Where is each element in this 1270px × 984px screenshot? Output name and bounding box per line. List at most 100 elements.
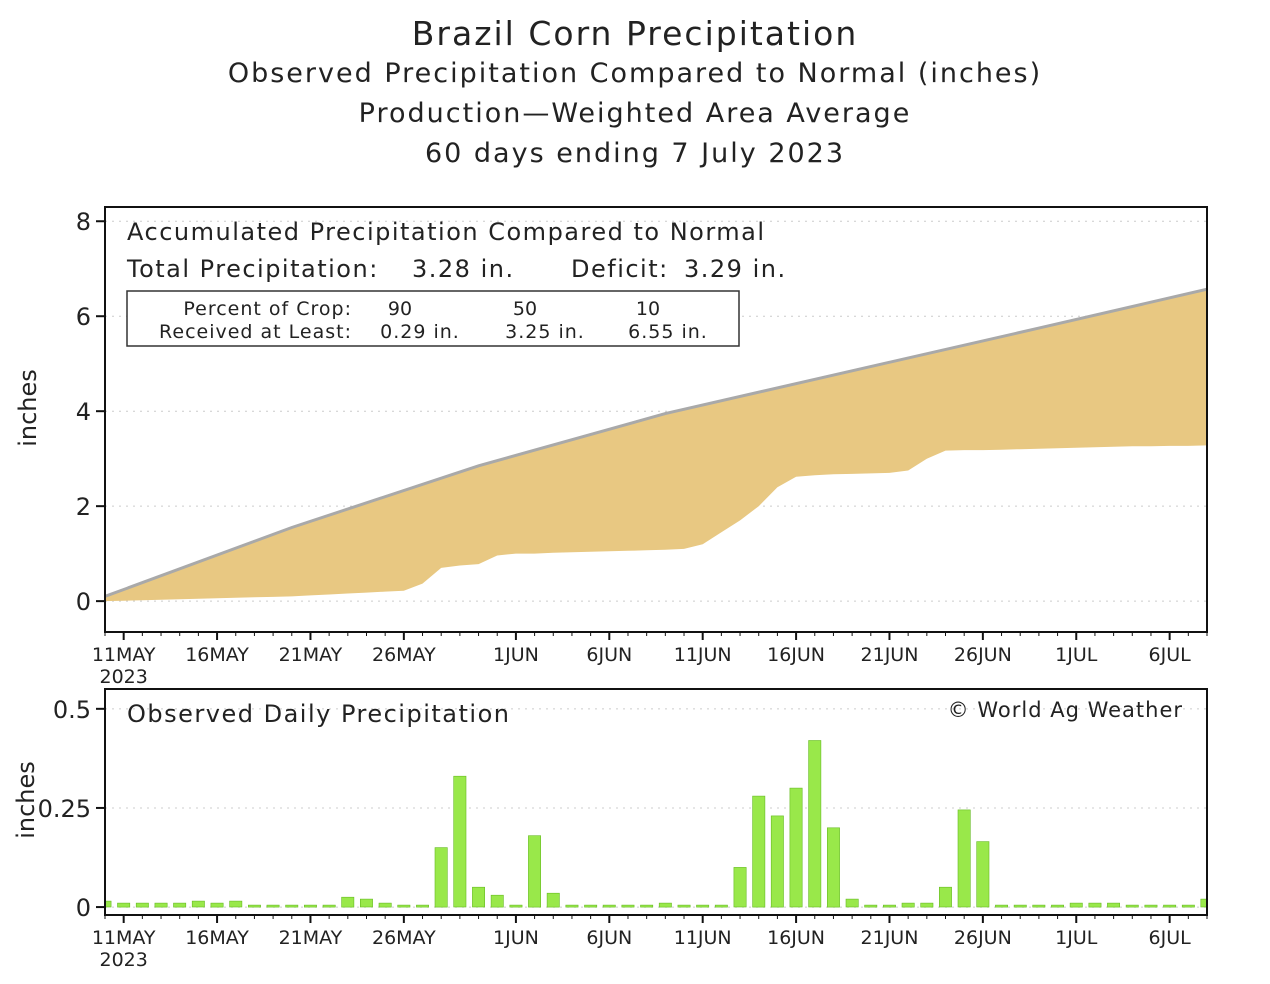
- crop-percent-10: 10: [636, 298, 660, 320]
- top-x-axis: 11MAY 16MAY 21MAY 26MAY 1JUN 6JUN 11JUN 16JUN 21…: [92, 632, 1208, 688]
- daily-bar: [1107, 902, 1121, 908]
- daily-bar: [248, 904, 261, 908]
- daily-bar: [826, 827, 840, 908]
- top-y-axis-label: inches: [14, 369, 42, 447]
- daily-bar: [621, 904, 635, 908]
- daily-bar: [1051, 904, 1065, 908]
- daily-bar: [266, 904, 280, 908]
- daily-bar: [1013, 904, 1027, 908]
- daily-precipitation-panel: 0 0.25 0.5 11MAY 16MAY 21MAY 26MAY 1JUN 6JUN 11J…: [12, 688, 1208, 971]
- daily-bar: [938, 886, 952, 908]
- bottom-grid: [105, 708, 1207, 908]
- bottom-x-axis: 11MAY 16MAY 21MAY 26MAY 1JUN 6JUN 11JUN 16JUN 21…: [92, 915, 1208, 971]
- top-x-tick-label: 16MAY: [185, 644, 249, 666]
- daily-bar: [210, 902, 224, 908]
- bottom-x-tick-label: 1JUN: [493, 927, 539, 949]
- bottom-x-tick-label: 11JUN: [674, 927, 732, 949]
- daily-bar: [770, 815, 784, 908]
- daily-bar: [1144, 904, 1158, 908]
- daily-bar: [105, 900, 112, 908]
- crop-percent-table: Percent of Crop: Received at Least: 90 5…: [126, 290, 740, 347]
- bottom-plot-frame: [104, 688, 1208, 916]
- daily-bar: [901, 902, 915, 908]
- daily-bar: [135, 902, 149, 908]
- total-precip-label: Total Precipitation:: [126, 255, 379, 283]
- daily-bar: [229, 900, 243, 908]
- daily-bar: [191, 900, 205, 908]
- bottom-x-tick-label: 21MAY: [279, 927, 343, 949]
- daily-bar: [303, 904, 317, 908]
- daily-bar: [995, 904, 1009, 908]
- bottom-y-tick-label: 0.25: [38, 795, 91, 823]
- normal-line: [105, 287, 1207, 598]
- top-y-axis: 0 2 4 6 8: [76, 208, 105, 616]
- title-block: Brazil Corn Precipitation Observed Preci…: [0, 14, 1270, 174]
- bottom-x-tick-label: 6JUN: [586, 927, 632, 949]
- bottom-y-axis: 0 0.25 0.5: [38, 696, 105, 922]
- daily-bar: [808, 740, 822, 908]
- daily-bar: [1125, 904, 1139, 908]
- daily-bar: [117, 902, 131, 908]
- credit-text: © World Ag Weather: [948, 698, 1183, 722]
- bottom-y-tick-label: 0: [76, 894, 91, 922]
- bottom-x-tick-label: 21JUN: [861, 927, 919, 949]
- daily-bar: [173, 902, 187, 908]
- bottom-x-tick-label: 26JUN: [954, 927, 1012, 949]
- daily-bar: [1181, 904, 1195, 908]
- daily-bar: [882, 904, 896, 908]
- deficit-label: Deficit:: [571, 255, 669, 283]
- daily-bar: [602, 904, 616, 908]
- crop-amount-50: 3.25 in.: [505, 321, 585, 343]
- bottom-x-tick-label: 26MAY: [372, 927, 436, 949]
- top-y-tick-label: 6: [76, 303, 91, 331]
- bottom-x-tick-label: 1JUL: [1055, 927, 1098, 949]
- daily-bar: [1069, 902, 1083, 908]
- daily-bar: [733, 867, 747, 908]
- bottom-x-tick-label: 11MAY: [92, 927, 156, 949]
- daily-bars: [105, 740, 1207, 908]
- daily-bar: [359, 898, 373, 908]
- crop-table-row1-label: Percent of Crop:: [183, 298, 352, 320]
- top-y-tick-label: 4: [76, 398, 91, 426]
- daily-bar: [957, 809, 971, 908]
- top-x-tick-label: 21JUN: [861, 644, 919, 666]
- top-x-tick-label: 11JUN: [674, 644, 732, 666]
- daily-bar: [714, 904, 728, 908]
- chart-subtitle-1: Observed Precipitation Compared to Norma…: [227, 58, 1043, 89]
- daily-bar: [864, 904, 878, 908]
- daily-bar: [322, 904, 336, 908]
- daily-bar: [677, 904, 691, 908]
- daily-bar: [341, 896, 355, 908]
- accumulated-panel-title: Accumulated Precipitation Compared to No…: [127, 218, 766, 246]
- bottom-x-tick-label: 16MAY: [185, 927, 249, 949]
- daily-bar: [154, 902, 168, 908]
- daily-bar: [565, 904, 579, 908]
- top-y-tick-label: 2: [76, 493, 91, 521]
- top-x-tick-label: 6JUL: [1149, 644, 1192, 666]
- chart-subtitle-2: Production—Weighted Area Average: [358, 98, 912, 129]
- top-x-tick-label: 21MAY: [279, 644, 343, 666]
- top-x-tick-label: 16JUN: [767, 644, 825, 666]
- daily-bar: [397, 904, 411, 908]
- top-x-tick-label: 11MAY: [92, 644, 156, 666]
- daily-bar: [434, 847, 448, 908]
- daily-bar: [1032, 904, 1046, 908]
- daily-bar: [1088, 902, 1102, 908]
- daily-bar: [453, 775, 467, 908]
- daily-bar: [416, 904, 429, 908]
- daily-bar: [378, 902, 392, 908]
- bottom-x-tick-label: 16JUN: [767, 927, 825, 949]
- daily-bar: [509, 904, 523, 908]
- top-x-tick-label: 26MAY: [372, 644, 436, 666]
- daily-bar: [976, 841, 990, 908]
- daily-bar: [789, 787, 803, 908]
- bottom-x-tick-label: 6JUL: [1149, 927, 1192, 949]
- daily-bar: [658, 902, 672, 908]
- daily-panel-title: Observed Daily Precipitation: [127, 700, 510, 728]
- daily-bar: [472, 886, 485, 908]
- top-y-tick-label: 0: [76, 588, 91, 616]
- daily-bar: [845, 898, 859, 908]
- deficit-area: [105, 289, 1207, 602]
